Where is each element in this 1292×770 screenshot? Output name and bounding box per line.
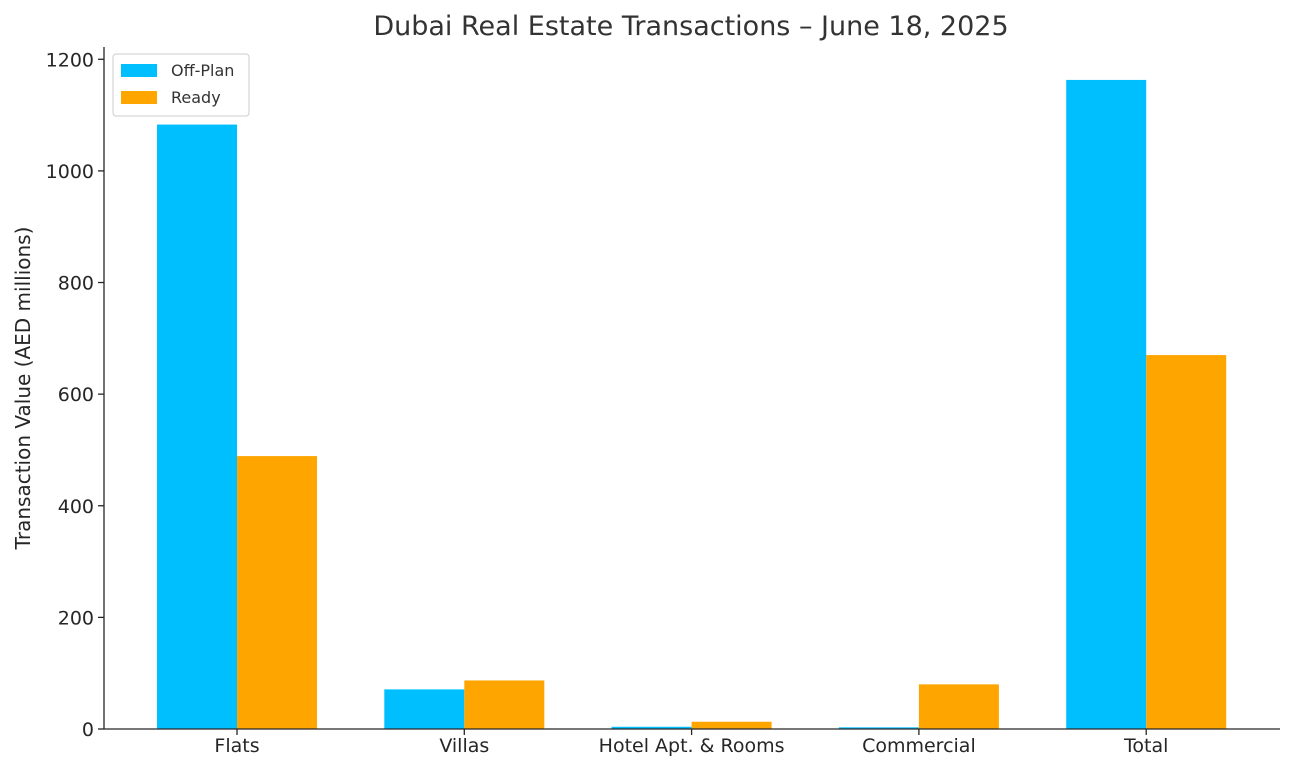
y-tick-label: 1000	[46, 161, 94, 183]
bar-ready-hotel-apt-rooms	[691, 721, 772, 729]
bar-off-plan-villas	[384, 689, 465, 729]
chart-title: Dubai Real Estate Transactions – June 18…	[373, 11, 1008, 42]
x-tick-label-villas: Villas	[439, 735, 489, 757]
bar-off-plan-total	[1066, 79, 1147, 730]
legend: Off-Plan Ready	[112, 53, 250, 117]
x-tick-label-hotel-apt-rooms: Hotel Apt. & Rooms	[599, 735, 785, 757]
bar-ready-commercial	[918, 684, 999, 729]
y-tick-label: 800	[58, 273, 94, 295]
y-tick-label: 400	[58, 496, 94, 518]
legend-label-ready: Ready	[171, 88, 221, 107]
bar-off-plan-flats	[157, 124, 237, 729]
x-axis-ticks: Flats Villas Hotel Apt. & Rooms Commercial T…	[214, 729, 1168, 757]
bar-ready-flats	[237, 456, 317, 729]
x-tick-label-commercial: Commercial	[862, 735, 976, 757]
bar-off-plan-commercial	[838, 727, 919, 729]
bars-layer	[157, 79, 1227, 730]
bar-ready-villas	[464, 680, 545, 729]
legend-swatch-off-plan	[121, 64, 157, 77]
y-tick-label: 600	[58, 384, 94, 406]
legend-label-off-plan: Off-Plan	[171, 61, 234, 80]
bar-ready-total	[1146, 355, 1227, 729]
x-tick-label-flats: Flats	[214, 735, 259, 757]
legend-swatch-ready	[121, 91, 157, 104]
y-tick-label: 1200	[46, 49, 94, 71]
y-axis-ticks: 0 200 400 600 800 1000 1200	[46, 49, 104, 741]
x-tick-label-total: Total	[1123, 735, 1168, 757]
y-tick-label: 200	[58, 607, 94, 629]
y-axis-label: Transaction Value (AED millions)	[11, 227, 35, 551]
y-tick-label: 0	[82, 719, 94, 741]
bar-off-plan-hotel-apt-rooms	[611, 726, 692, 729]
